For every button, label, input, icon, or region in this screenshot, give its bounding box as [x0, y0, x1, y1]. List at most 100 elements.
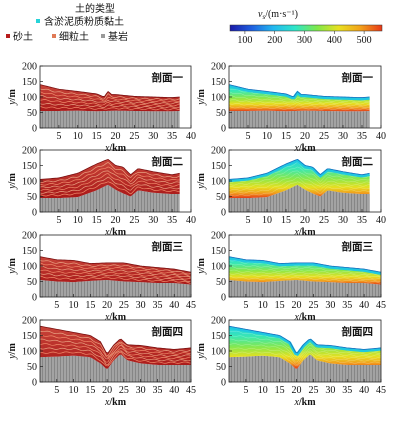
y-tick-label: 200	[22, 62, 37, 73]
colorbar-tick-label: 400	[327, 35, 342, 46]
y-tick-label: 200	[211, 231, 226, 242]
y-tick-label: 150	[211, 331, 226, 342]
strata-line	[229, 181, 370, 197]
legend-swatch-silty-clay	[36, 19, 40, 23]
x-tick-label: 15	[85, 300, 95, 311]
soil-layer-area	[40, 256, 191, 285]
colorbar-ticks: 100 200 300 400 500	[237, 31, 372, 46]
y-tick-label: 0	[221, 378, 226, 389]
colorbar-label: vs/(m·s⁻¹)	[258, 9, 298, 21]
x-tick-label: 15	[92, 215, 102, 226]
strata-line	[229, 343, 381, 363]
y-tick-label: 200	[211, 146, 226, 157]
panel-title: 剖面四	[152, 325, 184, 338]
x-tick-label: 5	[54, 385, 59, 396]
strata-line	[40, 181, 180, 197]
strata-line	[40, 173, 180, 192]
strata-line	[229, 347, 381, 365]
y-tick-label: 50	[27, 362, 37, 373]
x-axis-label: x/km	[293, 143, 316, 154]
x-tick-label: 5	[246, 131, 251, 142]
y-tick-label: 100	[22, 262, 37, 273]
bedrock-area	[229, 110, 370, 128]
x-tick-label: 10	[69, 385, 79, 396]
legend-title: 土的类型	[75, 2, 115, 15]
x-tick-label: 25	[319, 131, 329, 142]
legend-swatch-sand	[6, 34, 10, 38]
strata-line	[40, 273, 191, 282]
x-tick-label: 15	[92, 131, 102, 142]
strata-line	[40, 176, 180, 194]
y-axis-label: y/m	[7, 173, 18, 190]
x-tick-label: 25	[119, 300, 129, 311]
strata-line	[40, 106, 180, 111]
x-tick-label: 35	[167, 131, 177, 142]
x-tick-label: 30	[148, 215, 158, 226]
surface-soft-layer	[229, 325, 381, 357]
x-axis-label: x/km	[104, 312, 127, 323]
strata-line	[40, 334, 191, 358]
x-tick-label: 25	[308, 385, 318, 396]
legend-label-sand: 砂土	[13, 30, 33, 43]
ground-surface-line	[229, 84, 370, 98]
y-tick-label: 100	[211, 262, 226, 273]
x-tick-label: 25	[319, 215, 329, 226]
ground-surface-line	[40, 256, 191, 273]
bedrock-area	[229, 184, 370, 212]
y-tick-label: 0	[32, 378, 37, 389]
strata-line	[40, 91, 180, 103]
y-tick-label: 50	[27, 192, 37, 203]
x-tick-label: 40	[376, 131, 386, 142]
x-tick-label: 35	[152, 300, 162, 311]
x-tick-label: 20	[111, 131, 121, 142]
y-tick-label: 50	[27, 277, 37, 288]
strata-line	[229, 275, 381, 284]
x-tick-label: 35	[342, 300, 352, 311]
x-axis-label: x/km	[293, 227, 316, 238]
y-tick-label: 50	[27, 108, 37, 119]
vs-layer-area	[229, 326, 381, 369]
x-tick-label: 20	[111, 215, 121, 226]
x-tick-label: 10	[73, 215, 83, 226]
x-tick-label: 40	[186, 131, 196, 142]
y-axis-label: y/m	[7, 258, 18, 275]
y-axis-label: y/m	[196, 89, 207, 106]
x-tick-label: 10	[258, 300, 268, 311]
strata-line	[40, 351, 191, 367]
surface-soft-layer	[229, 158, 370, 183]
y-tick-label: 100	[211, 93, 226, 104]
bedrock-area	[40, 354, 191, 382]
panel-left-3: 0 50 100 150 200 5 10 15 20 25 30 35 40 45 剖面三 y/m x/km	[7, 231, 196, 324]
strata-line	[229, 99, 370, 107]
x-tick-label: 5	[243, 385, 248, 396]
x-tick-label: 20	[300, 131, 310, 142]
strata-line	[40, 99, 180, 107]
strata-line	[229, 91, 370, 103]
strata-line	[229, 338, 381, 360]
strata-line	[229, 266, 381, 278]
x-tick-label: 30	[148, 131, 158, 142]
y-tick-label: 100	[22, 93, 37, 104]
colorbar-bar	[229, 24, 383, 32]
legend-label-silty-clay: 含淤泥质粉质黏土	[44, 15, 124, 28]
y-tick-label: 150	[211, 161, 226, 172]
colorbar-tick-label: 500	[357, 35, 372, 46]
x-tick-label: 40	[359, 300, 369, 311]
panel-title: 剖面三	[152, 240, 184, 253]
x-tick-label: 30	[325, 300, 335, 311]
x-tick-label: 35	[357, 131, 367, 142]
strata-line	[229, 103, 370, 109]
x-tick-label: 35	[357, 215, 367, 226]
strata-line	[229, 176, 370, 194]
x-tick-label: 25	[308, 300, 318, 311]
x-tick-label: 5	[56, 131, 61, 142]
x-axis-label: x/km	[293, 397, 316, 408]
ground-surface-line	[229, 158, 370, 180]
surface-soft-layer	[229, 84, 370, 101]
x-tick-label: 15	[275, 300, 285, 311]
x-tick-label: 40	[186, 215, 196, 226]
y-axis-label: y/m	[196, 173, 207, 190]
panel-title: 剖面一	[342, 71, 374, 84]
x-tick-label: 40	[169, 385, 179, 396]
soil-layer-area	[40, 159, 180, 199]
